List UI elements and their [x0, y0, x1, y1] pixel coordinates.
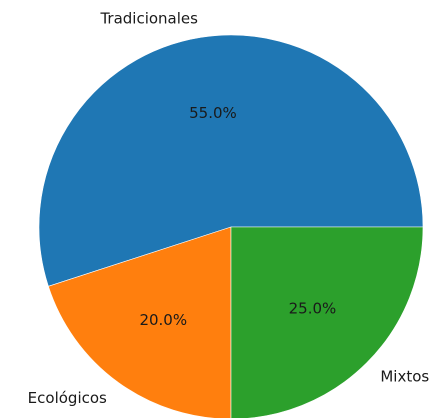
pie-pct-label-1: 20.0%: [139, 311, 187, 329]
pie-category-label-2: Mixtos: [380, 367, 429, 385]
pie-slice-1: [48, 226, 232, 418]
pie-slice-2: [230, 226, 424, 418]
pie-slice-0: [38, 34, 424, 287]
pie-pct-label-2: 25.0%: [289, 299, 337, 317]
pie-category-label-0: Tradicionales: [99, 9, 198, 27]
pie-category-label-1: Ecológicos: [28, 389, 107, 407]
pie-pct-label-0: 55.0%: [189, 104, 237, 122]
